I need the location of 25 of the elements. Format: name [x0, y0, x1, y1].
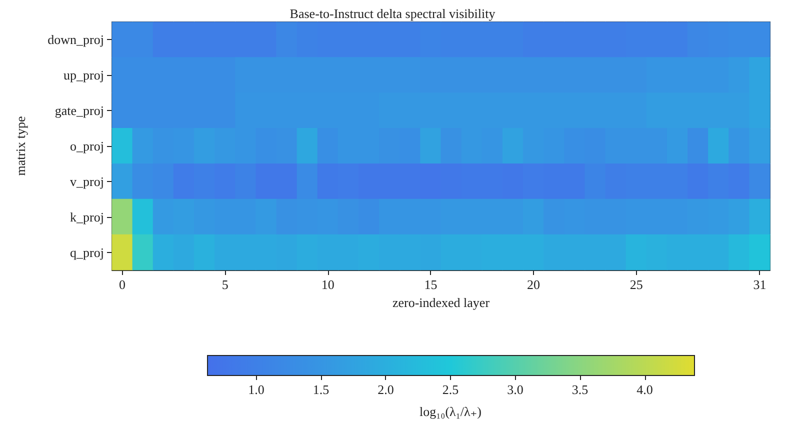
y-tick-label: v_proj: [70, 174, 104, 189]
y-tick-label: q_proj: [70, 244, 104, 260]
color-bar-label: 2.5: [442, 382, 459, 397]
x-tick-label: 10: [321, 277, 334, 292]
y-axis-title: matrix type: [13, 116, 28, 176]
y-tick-label: o_proj: [70, 138, 104, 154]
color-bar-label: 1.0: [248, 382, 264, 397]
chart-title: Base-to-Instruct delta spectral visibility: [290, 6, 496, 21]
color-bar-label: 1.5: [312, 382, 330, 397]
y-tick-label: gate_proj: [54, 103, 104, 118]
color-bar-label: 4.0: [636, 382, 653, 397]
y-tick-label: down_proj: [48, 32, 104, 48]
x-tick-label: 5: [222, 277, 228, 292]
y-tick-label: k_proj: [70, 209, 104, 224]
x-tick-label: 20: [527, 277, 540, 292]
x-axis-title: zero-indexed layer: [392, 295, 490, 310]
x-tick-label: 15: [424, 277, 438, 292]
y-tick-label: up_proj: [64, 68, 104, 83]
color-bar-label: 2.0: [378, 382, 394, 397]
x-tick-label: 0: [119, 277, 126, 292]
x-tick-label: 31: [753, 277, 766, 292]
color-bar-label: 3.0: [507, 382, 524, 397]
color-bar-label: 3.5: [572, 382, 588, 397]
color-bar-title: log₁₀(λ₁/λ₊): [420, 404, 482, 419]
x-tick-label: 25: [630, 277, 643, 292]
